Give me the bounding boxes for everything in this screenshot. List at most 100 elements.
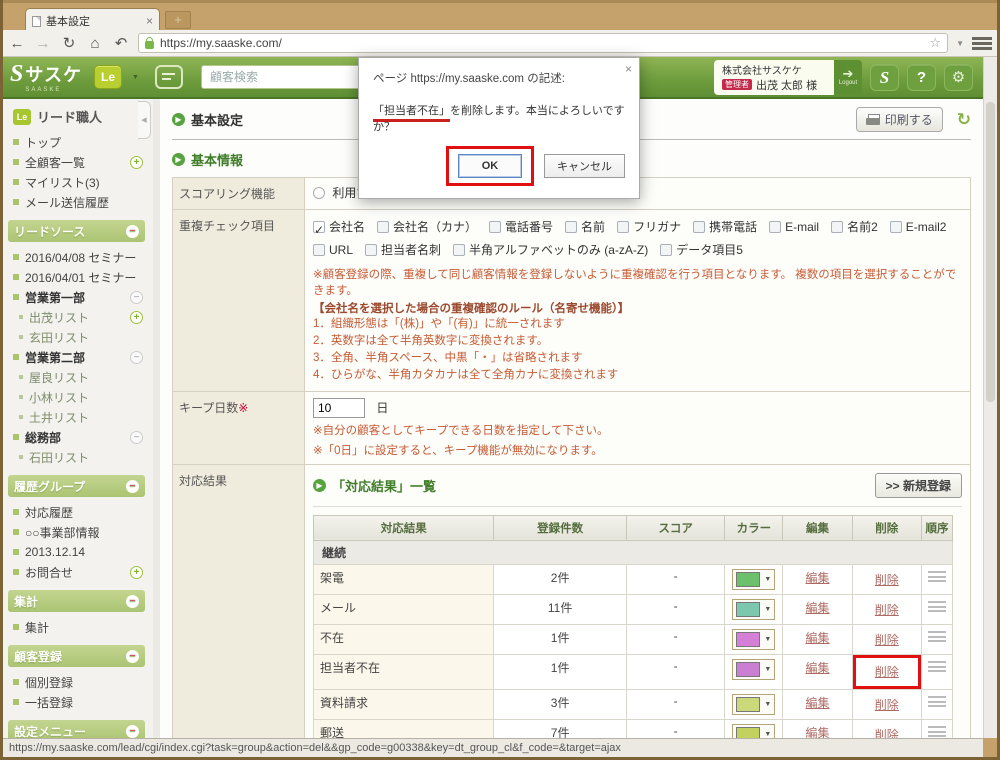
radio-icon[interactable] [313,187,325,199]
help-button[interactable]: ? [907,63,936,91]
color-dropdown[interactable]: ▼ [732,693,776,715]
delete-link[interactable]: 削除 [874,572,899,587]
color-dropdown[interactable]: ▼ [732,598,776,620]
refresh-icon[interactable]: ↻ [956,109,971,129]
collapse-minus-icon[interactable]: − [126,724,139,738]
sidebar-item[interactable]: 対応履歴 [3,502,153,522]
edit-link[interactable]: 編集 [805,660,830,675]
browser-tab[interactable]: 基本設定 × [25,8,160,33]
plus-icon[interactable]: + [130,310,143,324]
edit-link[interactable]: 編集 [805,725,830,738]
dup-check-item[interactable]: 名前2 [831,220,878,234]
checkbox-icon[interactable] [831,221,844,233]
checkbox-icon[interactable] [769,221,782,233]
print-button[interactable]: 印刷する [855,107,943,132]
dup-check-item[interactable]: フリガナ [617,220,681,234]
sidebar-item[interactable]: 屋良リスト [3,367,153,387]
sidebar-item[interactable]: メール送信履歴 [3,192,153,212]
drag-handle-icon[interactable] [927,629,946,645]
browser-menu-icon[interactable] [972,36,992,50]
dup-check-item[interactable]: データ項目5 [660,243,743,257]
saaske-logo[interactable]: S サスケ SAASKE [10,61,82,93]
edit-link[interactable]: 編集 [805,695,830,710]
dup-check-item[interactable]: 電話番号 [489,220,553,234]
tab-close-icon[interactable]: × [145,14,153,28]
delete-link[interactable]: 削除 [874,697,899,712]
checkbox-icon[interactable] [365,243,378,256]
dup-check-item[interactable]: 会社名（カナ） [377,220,477,234]
delete-link[interactable]: 削除 [874,665,899,680]
checkbox-icon[interactable] [313,243,325,256]
sidebar-section-header[interactable]: リードソース − [8,220,145,242]
sidebar-section-header[interactable]: 顧客登録 − [8,645,145,667]
sidebar-item[interactable]: 2016/04/08 セミナー [3,247,153,267]
ok-button[interactable]: OK [458,154,522,178]
edit-link[interactable]: 編集 [805,600,830,615]
color-dropdown[interactable]: ▼ [732,568,776,590]
plus-icon[interactable]: + [130,155,143,169]
collapse-minus-icon[interactable]: − [126,649,139,663]
dup-check-item[interactable]: E-mail [769,220,819,234]
le-dropdown-icon[interactable]: ▼ [132,73,139,81]
home-icon[interactable]: ⌂ [90,34,100,52]
new-tab-button[interactable]: + [165,11,191,29]
dup-check-item[interactable]: 会社名 [313,219,365,242]
drag-handle-icon[interactable] [927,724,946,738]
dup-check-item[interactable]: 担当者名刺 [365,243,441,257]
sidebar-item[interactable]: 2016/04/01 セミナー [3,267,153,287]
chat-icon[interactable] [154,65,183,89]
sidebar-item[interactable]: 営業第一部 − [3,287,153,307]
dialog-close-icon[interactable]: × [624,62,632,76]
dup-check-item[interactable]: 携帯電話 [693,220,757,234]
sidebar-item[interactable]: 個別登録 [3,672,153,692]
sidebar-item[interactable]: 出茂リスト + [3,307,153,327]
checkbox-icon[interactable] [889,221,902,233]
sidebar-item[interactable]: 2013.12.14 [3,542,153,562]
sidebar-item[interactable]: 全顧客一覧 + [3,152,153,172]
keep-days-input[interactable] [313,397,365,418]
sidebar-item[interactable]: 営業第二部 − [3,347,153,367]
sidebar-item[interactable]: 石田リスト [3,447,153,467]
url-dropdown-icon[interactable]: ▼ [956,38,964,48]
dup-check-item[interactable]: URL [313,243,353,257]
color-dropdown[interactable]: ▼ [732,723,776,738]
checkbox-icon[interactable] [693,221,706,233]
color-dropdown[interactable]: ▼ [732,658,776,680]
checkbox-icon[interactable] [377,221,390,233]
sidebar-item[interactable]: 総務部 − [3,427,153,447]
dup-check-item[interactable]: 名前 [565,220,605,234]
drag-handle-icon[interactable] [927,694,946,710]
drag-handle-icon[interactable] [927,599,946,615]
sidebar-item[interactable]: ○○事業部情報 [3,522,153,542]
sidebar-item[interactable]: 土井リスト [3,407,153,427]
page-scrollbar[interactable] [983,57,997,738]
sidebar-section-header[interactable]: 設定メニュー − [8,720,145,738]
delete-link[interactable]: 削除 [874,602,899,617]
minus-icon[interactable]: − [130,290,143,304]
undo-icon[interactable]: ↶ [114,35,128,52]
url-bar[interactable]: https://my.saaske.com/ ☆ [138,33,949,53]
sidebar-item[interactable]: 一括登録 [3,692,153,712]
checkbox-icon[interactable] [453,243,466,256]
checkbox-icon[interactable] [617,221,630,233]
sidebar-item[interactable]: マイリスト(3) [3,172,153,192]
sidebar-item[interactable]: 集計 [3,617,153,637]
saaske-home-button[interactable]: S [870,63,899,91]
checkbox-icon[interactable] [313,219,325,242]
bookmark-star-icon[interactable]: ☆ [929,35,942,50]
sidebar-item[interactable]: 玄田リスト [3,327,153,347]
drag-handle-icon[interactable] [927,569,946,585]
logout-button[interactable]: ➔ Logout [834,60,862,94]
plus-icon[interactable]: + [130,565,143,579]
sidebar-item[interactable]: トップ [3,132,153,152]
delete-link[interactable]: 削除 [874,632,899,647]
url-text[interactable]: https://my.saaske.com/ [160,36,282,50]
back-icon[interactable]: ← [9,34,25,52]
delete-link[interactable]: 削除 [874,727,899,738]
reload-icon[interactable]: ↻ [62,35,76,52]
sidebar-item[interactable]: 小林リスト [3,387,153,407]
minus-icon[interactable]: − [130,350,143,364]
checkbox-icon[interactable] [489,221,502,233]
edit-link[interactable]: 編集 [805,570,830,585]
settings-gear-button[interactable]: ⚙ [944,63,973,91]
